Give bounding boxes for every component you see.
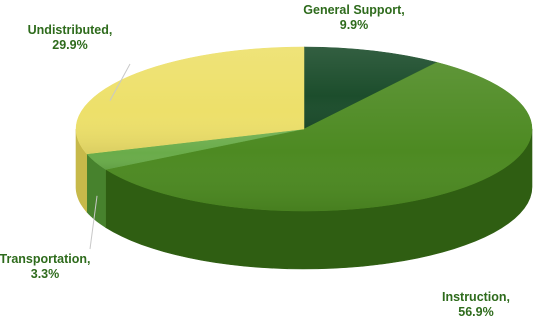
data-label-transportation: Transportation, 3.3% bbox=[0, 252, 90, 281]
data-label-category-undistributed: Undistributed, bbox=[28, 23, 113, 37]
leader-line-undistributed bbox=[109, 63, 131, 101]
pie-slice-instruction bbox=[104, 62, 533, 212]
data-label-value-undistributed: 29.9% bbox=[52, 38, 87, 52]
data-label-instruction: Instruction, 56.9% bbox=[442, 290, 510, 319]
leader-line-transportation bbox=[89, 195, 98, 250]
data-label-category-general-support: General Support, bbox=[303, 3, 404, 17]
data-label-general-support: General Support, 9.9% bbox=[303, 3, 404, 32]
data-labels: General Support, 9.9% Instruction, 56.9% Tra… bbox=[0, 3, 510, 319]
data-label-value-instruction: 56.9% bbox=[458, 305, 493, 319]
data-label-category-instruction: Instruction, bbox=[442, 290, 510, 304]
pie-top-faces bbox=[75, 46, 533, 212]
data-label-value-transportation: 3.3% bbox=[31, 267, 60, 281]
pie-side-walls bbox=[75, 128, 533, 270]
pie-slice-general-support bbox=[303, 46, 438, 130]
data-label-category-transportation: Transportation, bbox=[0, 252, 90, 266]
data-label-value-general-support: 9.9% bbox=[340, 18, 369, 32]
leader-lines bbox=[89, 63, 131, 250]
pie-slice-undistributed bbox=[75, 46, 305, 155]
data-label-undistributed: Undistributed, 29.9% bbox=[28, 23, 113, 52]
